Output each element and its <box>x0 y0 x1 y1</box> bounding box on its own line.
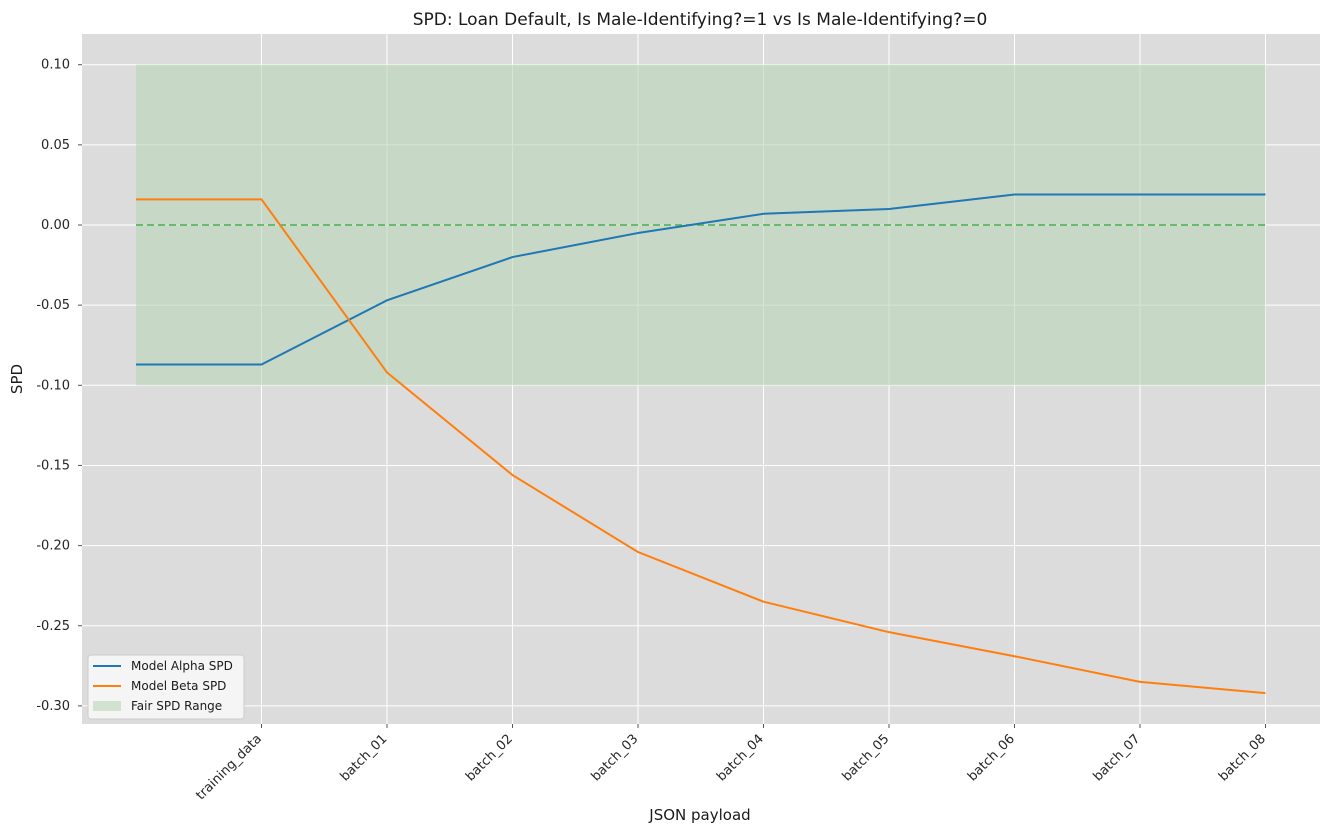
x-tick-label: batch_01 <box>338 732 391 785</box>
x-tick-label: batch_08 <box>1216 732 1269 785</box>
x-tick-label: batch_05 <box>840 732 893 785</box>
y-tick-label: -0.30 <box>36 699 70 714</box>
y-tick-label: 0.05 <box>41 138 70 153</box>
chart-title: SPD: Loan Default, Is Male-Identifying?=… <box>413 10 988 30</box>
legend-swatch-fair-range <box>93 701 121 711</box>
x-tick-label: batch_03 <box>589 732 642 785</box>
y-tick-label: -0.20 <box>36 539 70 554</box>
series-layer <box>136 193 1266 695</box>
x-tick-label: batch_04 <box>714 732 767 785</box>
legend-label-fair-range: Fair SPD Range <box>131 699 222 713</box>
x-tick-label: batch_02 <box>463 732 516 785</box>
y-tick-label: 0.10 <box>41 58 70 73</box>
legend: Model Alpha SPD Model Beta SPD Fair SPD … <box>87 654 245 720</box>
x-tick-labels: training_data batch_01 batch_02 batch_03 bat… <box>193 724 1269 803</box>
series-line-model-alpha <box>136 193 1266 366</box>
y-tick-labels: 0.10 0.05 0.00 -0.05 -0.10 -0.15 -0.20 -0.25 -0.… <box>36 58 82 714</box>
y-tick-label: -0.10 <box>36 378 70 393</box>
x-tick-label: batch_07 <box>1091 732 1144 785</box>
x-axis-title: JSON payload <box>648 806 750 824</box>
y-tick-label: -0.15 <box>36 458 70 473</box>
legend-label-alpha: Model Alpha SPD <box>131 659 233 673</box>
y-tick-label: -0.05 <box>36 298 70 313</box>
y-tick-label: -0.25 <box>36 619 70 634</box>
series-line-model-beta <box>136 198 1266 695</box>
legend-box <box>87 654 245 720</box>
y-axis-title: SPD <box>8 364 26 394</box>
legend-label-beta: Model Beta SPD <box>131 679 226 693</box>
y-tick-label: 0.00 <box>41 218 70 233</box>
x-tick-label: training_data <box>193 732 265 804</box>
x-tick-label: batch_06 <box>965 732 1018 785</box>
